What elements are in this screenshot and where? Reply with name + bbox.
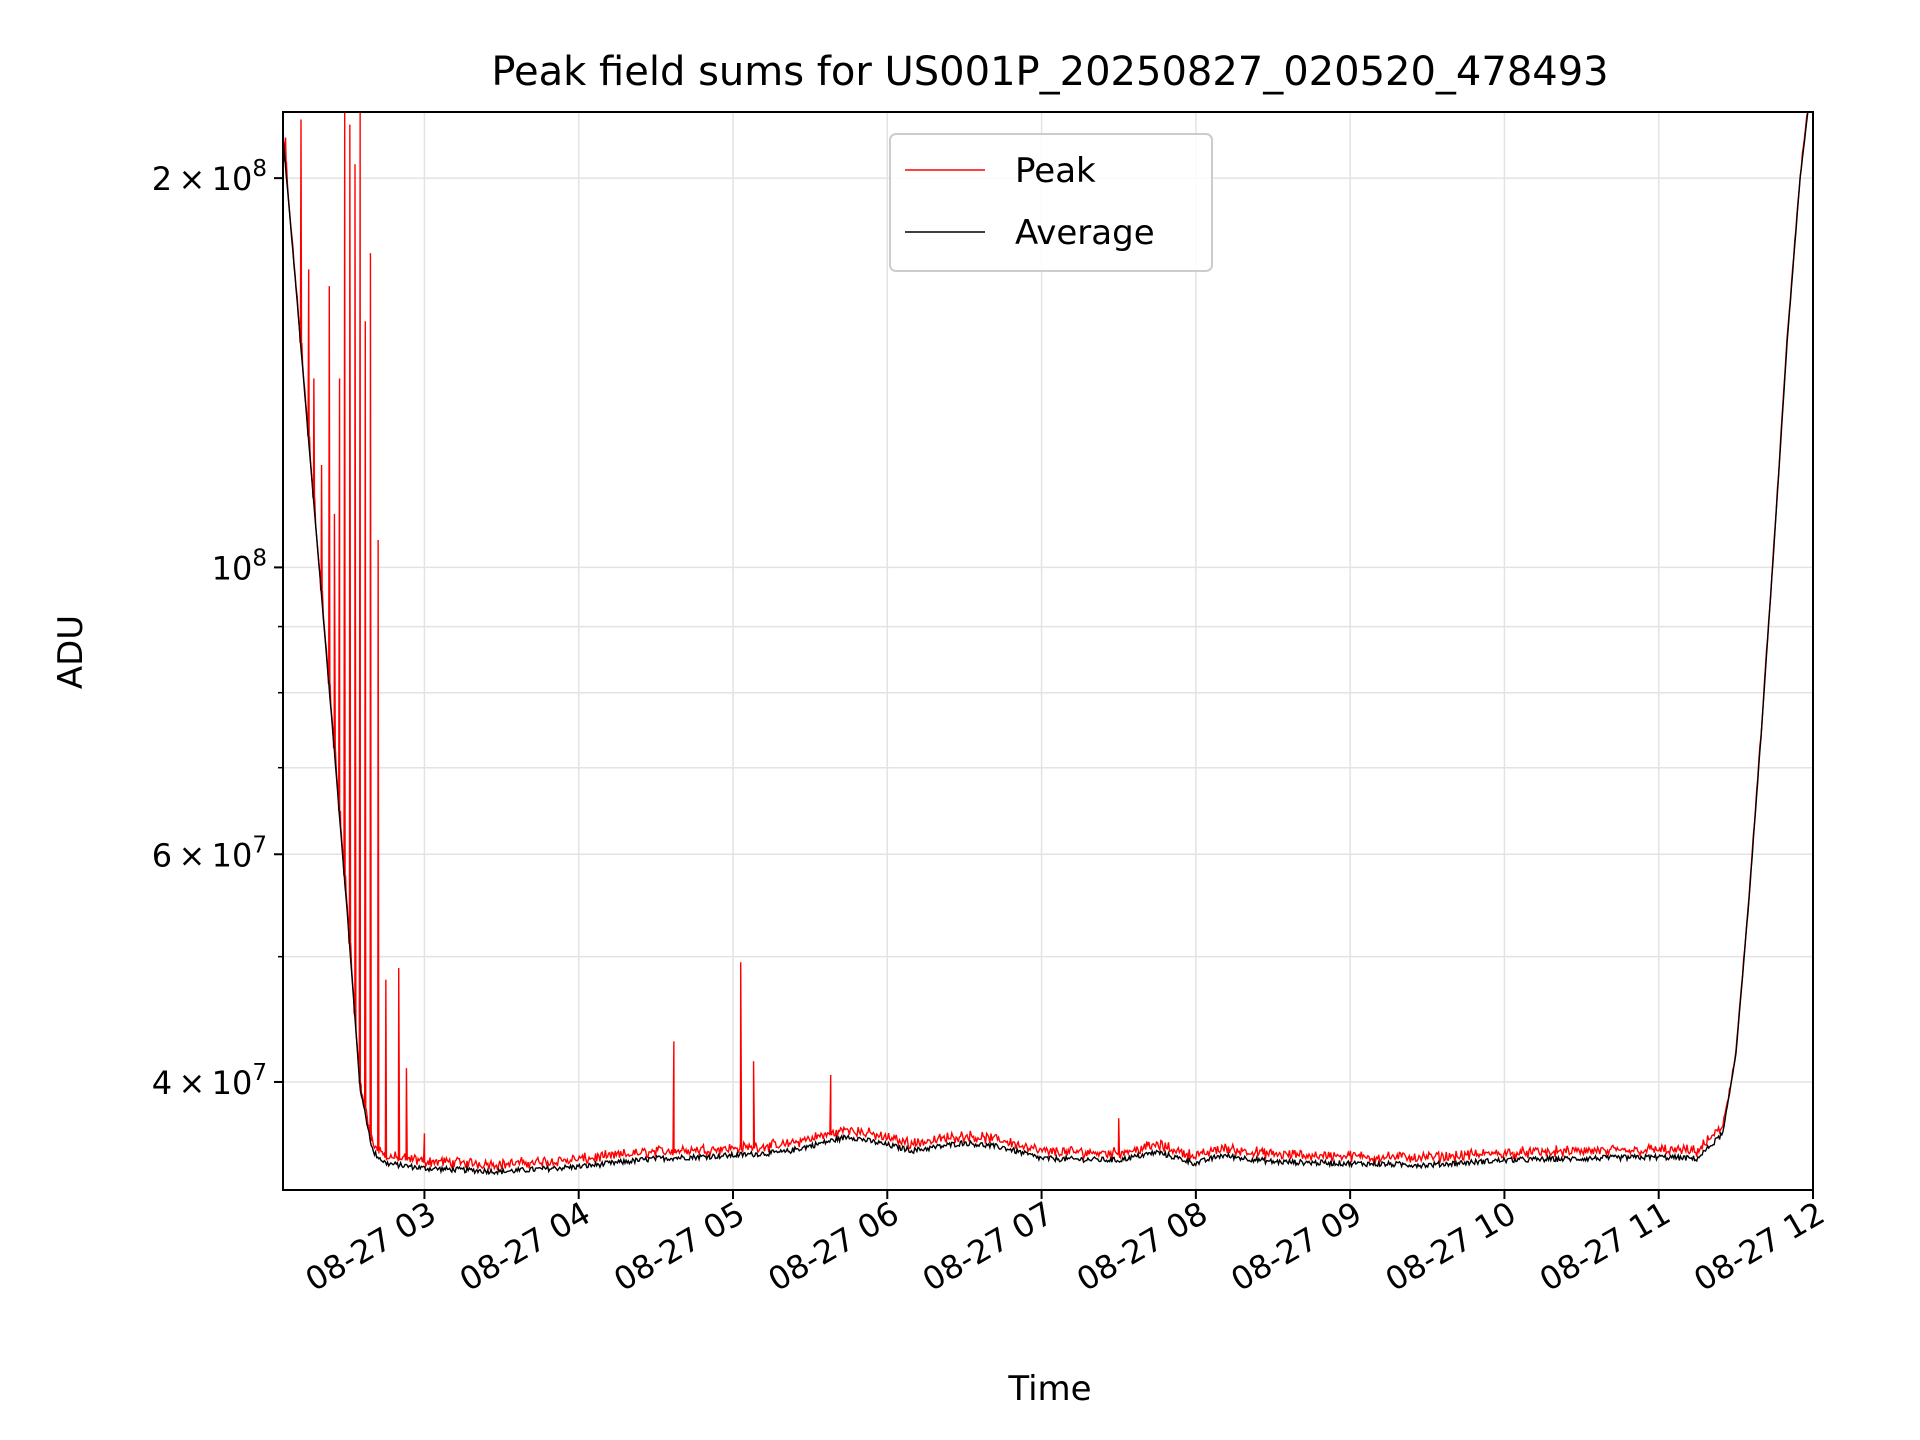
y-tick-label: 2 × 108: [152, 156, 267, 198]
legend-box: [889, 133, 1213, 272]
y-tick-exponent: 7: [252, 832, 267, 858]
plot-frame: [282, 111, 1814, 1191]
chart-title: Peak field sums for US001P_20250827_0205…: [491, 49, 1608, 95]
y-tick-base: 6 ×: [152, 836, 212, 874]
y-tick-base: 10: [212, 836, 253, 874]
legend: Peak Average: [889, 133, 1213, 272]
y-tick-base: 10: [212, 160, 253, 198]
y-tick-exponent: 8: [252, 545, 267, 571]
y-tick-base: 2 ×: [152, 160, 212, 198]
series-line-peak: [283, 112, 1809, 1171]
y-tick-base: 4 ×: [152, 1064, 212, 1102]
x-axis-label: Time: [1007, 1369, 1091, 1409]
y-tick-exponent: 8: [252, 156, 267, 182]
y-tick-exponent: 7: [252, 1060, 267, 1086]
y-tick-label: 4 × 107: [152, 1060, 267, 1102]
legend-label-peak: Peak: [1015, 151, 1096, 191]
y-tick-base: 10: [212, 549, 253, 587]
series-line-average: [283, 112, 1809, 1176]
y-tick-label: 6 × 107: [152, 832, 267, 874]
legend-label-average: Average: [1015, 213, 1155, 253]
y-tick-label: 108: [212, 545, 267, 587]
y-axis-label: ADU: [51, 615, 91, 689]
y-tick-base: 10: [212, 1064, 253, 1102]
